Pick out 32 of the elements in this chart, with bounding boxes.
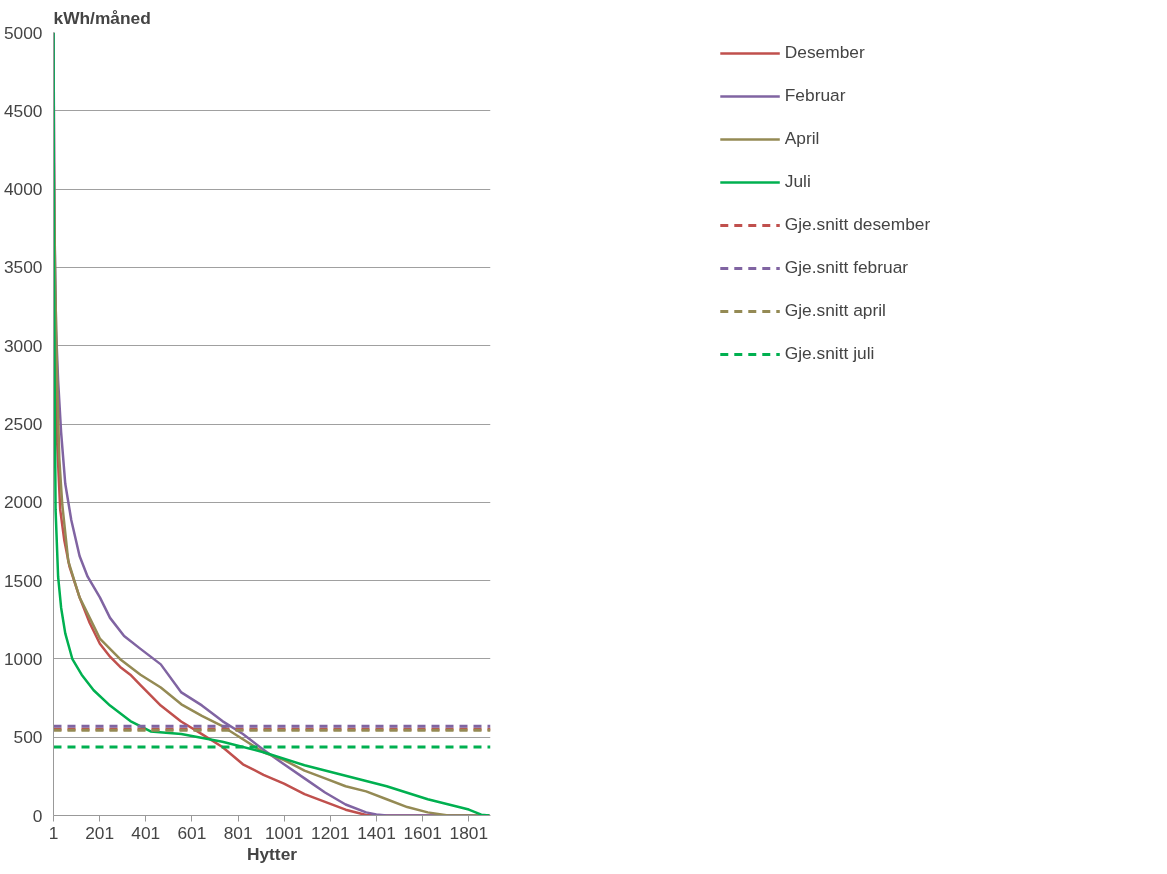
- legend-label: Juli: [784, 171, 811, 192]
- y-tick-label: 4500: [3, 100, 43, 121]
- y-tick-label: 1500: [3, 570, 43, 591]
- y-tick-label: 4000: [3, 179, 43, 200]
- x-tick-label: 1401: [357, 822, 396, 843]
- legend-label: Februar: [784, 85, 846, 106]
- y-tick-label: 1000: [3, 648, 43, 669]
- legend-label: Gje.snitt april: [784, 300, 886, 321]
- y-tick-label: 5000: [3, 22, 43, 43]
- y-tick-label: 3500: [3, 257, 43, 278]
- y-tick-label: 2500: [3, 414, 43, 434]
- x-tick-label: 401: [131, 822, 161, 843]
- x-tick-label: 201: [85, 822, 115, 843]
- legend-label: Gje.snitt desember: [784, 214, 931, 235]
- x-tick-label: 801: [223, 822, 253, 843]
- x-tick-label: 1601: [403, 822, 442, 843]
- legend-label: April: [784, 128, 820, 149]
- x-axis-title: Hytter: [246, 843, 298, 864]
- x-tick-label: 601: [177, 822, 207, 843]
- x-tick-label: 1001: [264, 822, 304, 843]
- y-tick-label: 500: [13, 727, 43, 748]
- legend-label: Desember: [784, 42, 865, 63]
- y-tick-label: 0: [32, 805, 43, 826]
- legend-label: Gje.snitt februar: [784, 257, 909, 278]
- legend-label: Gje.snitt juli: [784, 343, 875, 364]
- y-tick-label: 3000: [3, 335, 43, 356]
- x-tick-label: 1: [48, 822, 59, 843]
- y-tick-label: 2000: [3, 492, 43, 513]
- x-tick-label: 1201: [311, 822, 350, 843]
- line-series: [53, 32, 491, 816]
- y-axis-title: kWh/måned: [53, 7, 151, 28]
- x-tick-label: 1801: [449, 822, 489, 843]
